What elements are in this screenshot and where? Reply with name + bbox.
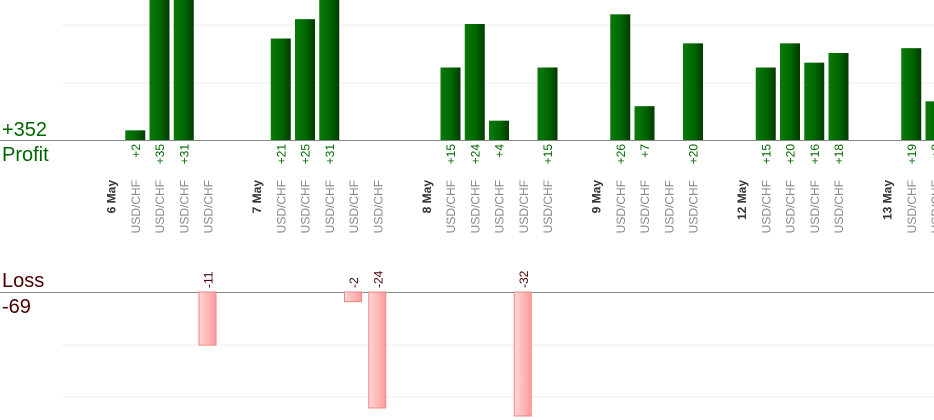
pair-label: USD/CHF [759,180,773,233]
pair-label: USD/CHF [832,180,846,233]
profit-total: +352 [2,119,48,141]
profit-bar [780,43,800,141]
profit-bar [464,24,485,140]
pair-label: USD/CHF [347,180,361,233]
loss-value-label: -11 [202,271,216,288]
date-label: 13 May [881,180,895,220]
profit-bar [925,101,934,140]
value-labels: +2 +35 +31 -11 +21 +25 +31 -2 -24 +15 +24 +4 -32 +15 +… [129,144,934,288]
profit-bars [125,0,934,141]
profit-bar [295,19,315,141]
pair-label: USD/CHF [323,180,337,233]
pair-label: USD/CHF [784,180,798,233]
pair-label: USD/CHF [444,180,458,233]
profit-value-label: +31 [323,144,337,165]
profit-bar [440,67,461,140]
profit-value-label: +21 [274,144,288,165]
profit-bar [804,62,825,140]
profit-value-label: +7 [638,144,652,158]
loss-value-label: -2 [347,277,361,288]
category-labels: 6 May USD/CHF USD/CHF USD/CHF USD/CHF 7 May US… [105,180,934,234]
date-label: 9 May [590,180,604,214]
loss-label: Loss [2,270,45,292]
pair-label: USD/CHF [177,180,191,233]
profit-value-label: +35 [153,144,167,165]
profit-bar [901,48,922,140]
profit-value-label: +26 [614,144,628,165]
date-label: 6 May [105,180,119,214]
pair-label: USD/CHF [808,180,822,233]
pair-label: USD/CHF [129,180,143,233]
loss-value-label: -24 [371,270,385,288]
profit-bar [489,120,509,140]
profit-value-label: +15 [444,144,458,165]
date-label: 8 May [420,180,434,214]
profit-bar [610,14,631,140]
profit-value-label: +8 [929,144,934,158]
loss-bar [344,291,362,303]
pair-label: USD/CHF [153,180,167,233]
date-label: 12 May [735,180,749,220]
pair-label: USD/CHF [638,180,652,233]
loss-bar [368,291,387,409]
loss-bar [198,291,217,346]
date-label: 7 May [250,180,264,214]
pair-label: USD/CHF [905,180,919,233]
profit-bar [634,106,655,140]
pair-label: USD/CHF [299,180,313,233]
pair-label: USD/CHF [517,180,531,233]
pair-label: USD/CHF [614,180,628,233]
profit-bar [755,67,776,140]
loss-bar [513,291,532,417]
profit-value-label: +19 [905,144,919,165]
profit-value-label: +20 [687,144,701,165]
pair-label: USD/CHF [202,180,216,233]
profit-value-label: +18 [832,144,846,165]
pair-label: USD/CHF [541,180,555,233]
profit-bar [828,53,849,140]
pair-label: USD/CHF [929,180,934,233]
pair-label: USD/CHF [371,180,385,233]
pair-label: USD/CHF [274,180,288,233]
profit-bar [125,130,146,140]
loss-value-label: -32 [517,270,531,288]
profit-bar [683,43,703,141]
profit-value-label: +4 [493,144,507,158]
profit-value-label: +2 [129,144,143,158]
profit-value-label: +25 [299,144,313,165]
profit-value-label: +15 [541,144,555,165]
loss-total: -69 [2,296,31,318]
profit-label: Profit [2,144,49,166]
profit-value-label: +20 [784,144,798,165]
profit-bar [149,0,170,140]
profit-value-label: +15 [759,144,773,165]
pair-label: USD/CHF [687,180,701,233]
loss-bars [198,291,532,417]
profit-value-label: +24 [468,144,482,165]
profit-value-label: +16 [808,144,822,165]
pair-label: USD/CHF [468,180,482,233]
pair-label: USD/CHF [493,180,507,233]
profit-bar [537,67,558,140]
pair-label: USD/CHF [662,180,676,233]
profit-bar [319,0,340,140]
profit-value-label: +31 [177,144,191,165]
profit-bar [173,0,194,140]
profit-bar [270,38,291,140]
